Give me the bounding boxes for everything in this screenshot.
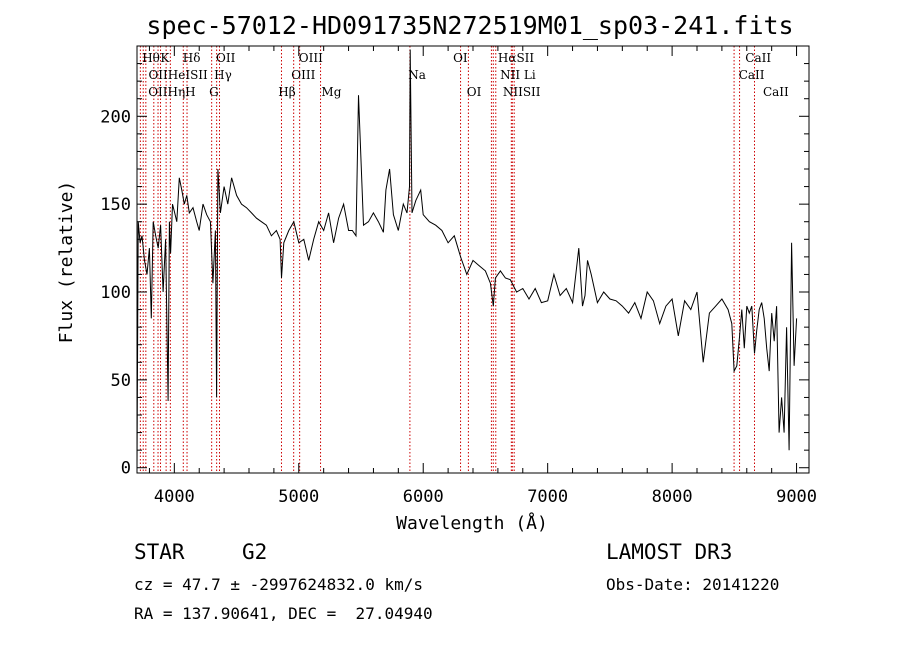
line-label-7: CaII bbox=[745, 51, 771, 65]
x-tick-label-8000: 8000 bbox=[652, 487, 693, 507]
y-tick-label-150: 150 bbox=[100, 195, 131, 215]
line-label-20: CaII bbox=[763, 85, 789, 99]
y-tick-label-200: 200 bbox=[100, 107, 131, 127]
line-label-5: OI bbox=[453, 51, 468, 65]
line-label-8: OIIHeISII bbox=[148, 68, 208, 82]
line-label-18: OI bbox=[467, 85, 482, 99]
x-axis-ticks: 4000 5000 6000 7000 8000 9000 bbox=[148, 46, 817, 507]
chart-title: spec-57012-HD091735N272519M01_sp03-241.f… bbox=[146, 11, 793, 40]
line-label-16: Mg bbox=[321, 85, 341, 99]
spectral-subclass: G2 bbox=[242, 540, 268, 564]
line-label-1: Hδ bbox=[183, 51, 201, 65]
line-label-9: Hγ bbox=[214, 68, 232, 82]
line-label-14: G bbox=[209, 85, 219, 99]
line-label-3: OII bbox=[216, 51, 236, 65]
x-tick-label-6000: 6000 bbox=[403, 487, 444, 507]
line-markers bbox=[139, 46, 755, 473]
line-label-6: HαSII bbox=[498, 51, 535, 65]
x-tick-label-9000: 9000 bbox=[776, 487, 817, 507]
line-label-19: NIISII bbox=[503, 85, 541, 99]
line-label-12: CaII bbox=[739, 68, 765, 82]
spectrum-line bbox=[136, 49, 798, 468]
line-label-2: K bbox=[160, 51, 170, 65]
coordinates: RA = 137.90641, DEC = 27.04940 bbox=[134, 604, 433, 623]
y-axis-label: Flux (relative) bbox=[56, 181, 77, 344]
line-label-10: OIII bbox=[291, 68, 315, 82]
line-label-4: OIII bbox=[299, 51, 323, 65]
object-type: STAR bbox=[134, 540, 185, 564]
line-label-15: Hβ bbox=[278, 85, 295, 99]
plot-frame bbox=[136, 45, 810, 474]
x-tick-label-4000: 4000 bbox=[154, 487, 195, 507]
line-label-17: Na bbox=[408, 68, 426, 82]
x-tick-label-5000: 5000 bbox=[278, 487, 319, 507]
line-label-11: NII Li bbox=[500, 68, 536, 82]
redshift-velocity: cz = 47.7 ± -2997624832.0 km/s bbox=[134, 575, 423, 594]
y-axis-ticks: 0 50 100 150 200 bbox=[100, 63, 809, 479]
x-axis-label: Wavelength (Å) bbox=[396, 512, 548, 534]
y-tick-label-0: 0 bbox=[121, 459, 131, 479]
line-marker-labels: Hθ Hδ K OII OIII OI HαSII CaII OIIHeISII Hγ OIII NI… bbox=[142, 51, 789, 99]
x-tick-label-7000: 7000 bbox=[527, 487, 568, 507]
line-label-0: Hθ bbox=[142, 51, 160, 65]
y-tick-label-100: 100 bbox=[100, 283, 131, 303]
y-tick-label-50: 50 bbox=[111, 371, 131, 391]
line-label-13: OIIHηH bbox=[148, 85, 195, 99]
survey-name: LAMOST DR3 bbox=[606, 540, 733, 564]
observation-date: Obs-Date: 20141220 bbox=[606, 575, 780, 594]
